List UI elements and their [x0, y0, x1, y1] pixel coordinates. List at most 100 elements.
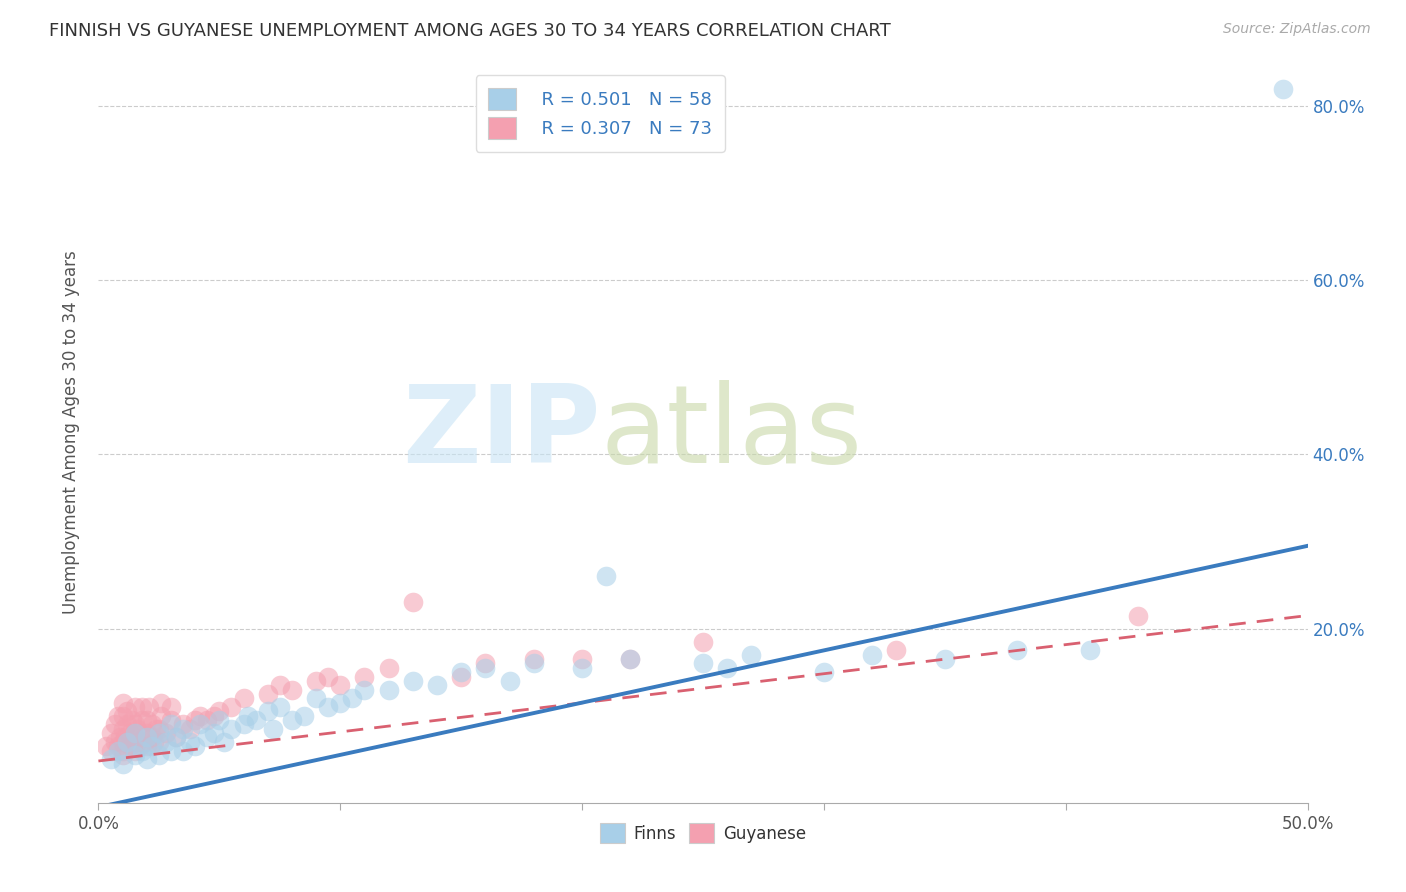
- Point: [377, 682, 399, 697]
- Point: [111, 735, 134, 749]
- Point: [188, 717, 211, 731]
- Point: [111, 696, 134, 710]
- Point: [135, 726, 157, 740]
- Point: [523, 652, 546, 666]
- Point: [118, 726, 141, 740]
- Point: [619, 652, 641, 666]
- Point: [195, 713, 218, 727]
- Point: [402, 673, 425, 688]
- Point: [118, 739, 141, 754]
- Point: [111, 722, 134, 736]
- Point: [111, 708, 134, 723]
- Point: [269, 700, 291, 714]
- Point: [148, 735, 170, 749]
- Point: [165, 731, 187, 745]
- Point: [160, 717, 183, 731]
- Point: [184, 713, 207, 727]
- Point: [100, 752, 122, 766]
- Point: [141, 731, 163, 745]
- Point: [160, 700, 183, 714]
- Point: [316, 700, 339, 714]
- Point: [124, 731, 146, 745]
- Point: [692, 657, 714, 671]
- Point: [117, 704, 139, 718]
- Point: [145, 722, 167, 736]
- Point: [160, 713, 183, 727]
- Point: [619, 652, 641, 666]
- Point: [256, 704, 278, 718]
- Point: [238, 708, 260, 723]
- Point: [188, 708, 211, 723]
- Point: [135, 752, 157, 766]
- Point: [740, 648, 762, 662]
- Point: [316, 669, 339, 683]
- Point: [165, 731, 187, 745]
- Point: [124, 743, 146, 757]
- Point: [692, 634, 714, 648]
- Point: [148, 722, 170, 736]
- Point: [117, 717, 139, 731]
- Point: [128, 739, 150, 754]
- Point: [135, 731, 157, 745]
- Point: [474, 657, 496, 671]
- Text: FINNISH VS GUYANESE UNEMPLOYMENT AMONG AGES 30 TO 34 YEARS CORRELATION CHART: FINNISH VS GUYANESE UNEMPLOYMENT AMONG A…: [49, 22, 891, 40]
- Point: [150, 696, 173, 710]
- Text: Source: ZipAtlas.com: Source: ZipAtlas.com: [1223, 22, 1371, 37]
- Point: [305, 691, 328, 706]
- Point: [179, 722, 201, 736]
- Point: [135, 713, 157, 727]
- Point: [107, 743, 129, 757]
- Point: [426, 678, 449, 692]
- Point: [523, 657, 546, 671]
- Point: [716, 661, 738, 675]
- Point: [104, 735, 127, 749]
- Point: [292, 708, 315, 723]
- Point: [329, 678, 352, 692]
- Text: atlas: atlas: [600, 380, 862, 485]
- Point: [221, 722, 243, 736]
- Y-axis label: Unemployment Among Ages 30 to 34 years: Unemployment Among Ages 30 to 34 years: [62, 251, 80, 615]
- Point: [134, 735, 156, 749]
- Point: [172, 743, 194, 757]
- Point: [281, 713, 304, 727]
- Point: [121, 713, 143, 727]
- Point: [148, 726, 170, 740]
- Point: [1272, 81, 1295, 95]
- Point: [160, 743, 183, 757]
- Point: [208, 713, 231, 727]
- Legend: Finns, Guyanese: Finns, Guyanese: [593, 816, 813, 850]
- Point: [571, 661, 593, 675]
- Point: [450, 669, 472, 683]
- Point: [107, 708, 129, 723]
- Point: [138, 700, 160, 714]
- Point: [124, 726, 146, 740]
- Point: [342, 691, 364, 706]
- Point: [353, 682, 375, 697]
- Point: [155, 726, 177, 740]
- Point: [135, 739, 157, 754]
- Point: [571, 652, 593, 666]
- Point: [124, 747, 146, 762]
- Point: [208, 704, 231, 718]
- Point: [1007, 643, 1029, 657]
- Point: [150, 708, 173, 723]
- Point: [127, 735, 149, 749]
- Point: [179, 735, 201, 749]
- Point: [111, 743, 134, 757]
- Point: [184, 739, 207, 754]
- Point: [114, 731, 136, 745]
- Point: [595, 569, 617, 583]
- Point: [813, 665, 835, 680]
- Point: [131, 700, 153, 714]
- Point: [148, 747, 170, 762]
- Point: [141, 739, 163, 754]
- Point: [108, 731, 131, 745]
- Point: [474, 661, 496, 675]
- Point: [124, 700, 146, 714]
- Point: [141, 717, 163, 731]
- Point: [281, 682, 304, 697]
- Point: [172, 717, 194, 731]
- Point: [107, 739, 129, 754]
- Point: [94, 739, 117, 754]
- Point: [450, 665, 472, 680]
